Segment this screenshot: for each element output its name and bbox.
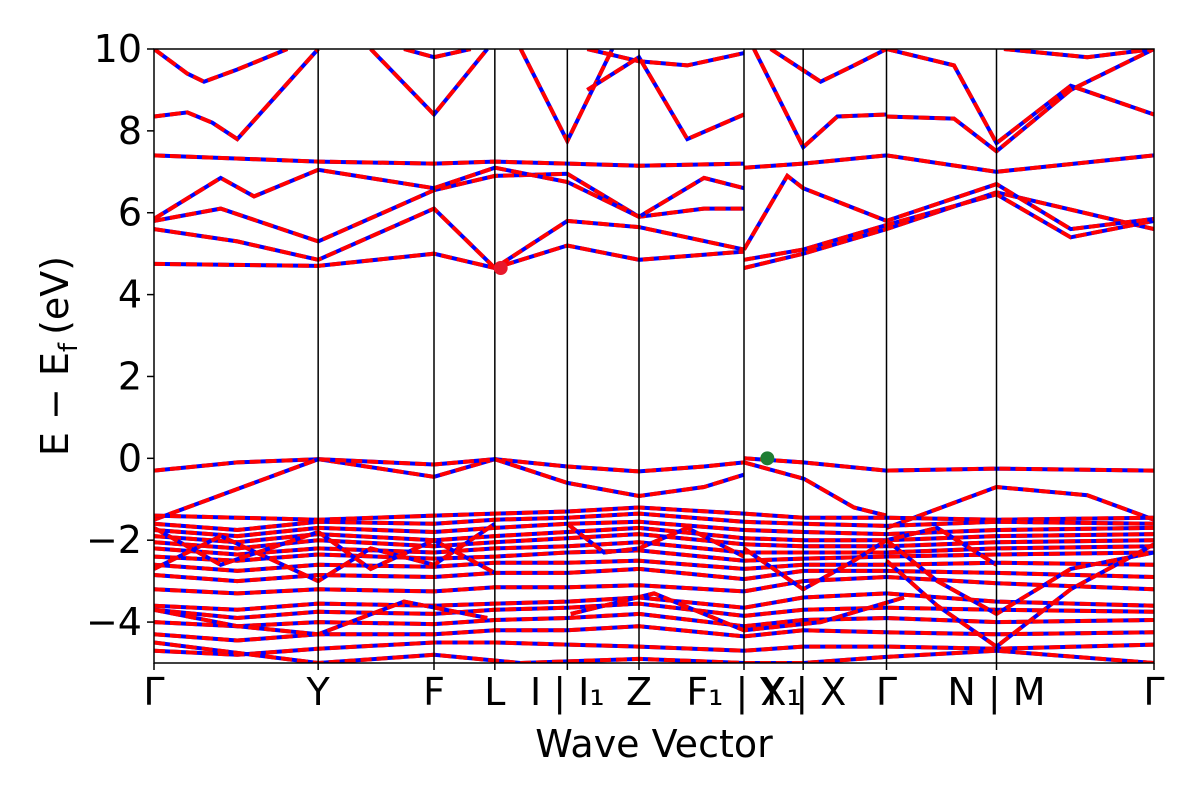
- extrema-markers: [493, 260, 775, 466]
- band-line-overlay: [154, 49, 289, 84]
- band-line: [586, 54, 745, 142]
- band-lines: [154, 49, 1154, 663]
- band-line-overlay: [154, 522, 496, 584]
- band-line-overlay: [154, 165, 745, 221]
- band-line-overlay: [154, 558, 1154, 573]
- x-tick-label: N | M: [947, 670, 1045, 715]
- band-line-overlay: [154, 526, 496, 575]
- band-line: [743, 456, 1154, 473]
- band-line-overlay: [154, 548, 1154, 563]
- y-axis-label: E − Ef (eV): [33, 256, 84, 456]
- marker-cbm: [493, 260, 508, 275]
- marker-vbm: [760, 451, 775, 466]
- band-line-overlay: [154, 591, 1154, 612]
- band-line: [518, 49, 615, 146]
- band-line-overlay: [885, 542, 1154, 650]
- x-tick-label: I | I₁: [530, 670, 605, 715]
- band-line-overlay: [885, 484, 1154, 530]
- band-line-overlay: [403, 49, 472, 60]
- band-line-overlay: [743, 190, 1154, 270]
- band-line: [369, 49, 489, 118]
- band-line-overlay: [154, 640, 1154, 657]
- band-line-overlay: [154, 206, 745, 271]
- band-line-overlay: [769, 49, 888, 84]
- kpath-divider-lines: [317, 49, 998, 663]
- y-tick-label: 8: [118, 109, 142, 153]
- x-tick-label: Γ: [876, 670, 897, 714]
- band-line-overlay: [154, 611, 1154, 629]
- band-line-overlay: [154, 511, 1154, 533]
- band-line-overlay: [154, 519, 1154, 539]
- band-line-overlay: [154, 457, 745, 522]
- band-line: [743, 153, 1154, 174]
- band-line-overlay: [586, 49, 745, 68]
- band-line-overlay: [369, 49, 489, 118]
- y-tick-label: 0: [118, 436, 142, 480]
- band-line: [743, 190, 1154, 270]
- x-tick-label: Z: [626, 670, 652, 714]
- band-line: [886, 49, 1154, 147]
- band-line-overlay: [154, 574, 1154, 596]
- x-tick-label: F: [423, 670, 445, 714]
- x-tick-label: Γ: [1143, 670, 1164, 714]
- y-tick-label: 10: [94, 27, 142, 71]
- band-line: [154, 165, 745, 221]
- y-axis-label-unit: (eV): [33, 256, 77, 335]
- band-line-overlay: [518, 49, 615, 146]
- x-tick-label: Y | X: [759, 670, 846, 715]
- x-tick-label: L: [484, 670, 505, 714]
- y-axis-label-subscript: f: [54, 342, 84, 352]
- y-tick-label: 6: [118, 191, 142, 235]
- band-line-overlay: [742, 525, 998, 592]
- band-line-overlay: [1003, 49, 1154, 60]
- band-line-overlay: [752, 49, 887, 151]
- band-line-overlay: [154, 540, 1154, 557]
- y-tick-label: 4: [118, 273, 142, 317]
- y-axis-ticks: −4 −2 0 2 4 6 8 10: [86, 27, 154, 644]
- band-line-overlay: [154, 532, 1154, 551]
- band-line-overlay: [743, 456, 1154, 473]
- band-line: [154, 49, 320, 142]
- x-tick-label: Γ: [143, 670, 164, 714]
- band-line-overlay: [154, 505, 1154, 522]
- band-line-overlay: [743, 460, 887, 518]
- y-axis-label-main: E − E: [33, 352, 77, 456]
- x-tick-label: Y: [306, 670, 331, 714]
- band-line-overlay: [154, 153, 745, 168]
- y-tick-label: 2: [118, 354, 142, 398]
- band-line-overlay: [154, 640, 1154, 663]
- band-line-overlay: [743, 153, 1154, 174]
- band-line-overlay: [743, 192, 1154, 262]
- y-tick-label: −2: [86, 518, 142, 562]
- x-axis-label: Wave Vector: [535, 722, 773, 766]
- y-tick-label: −4: [86, 600, 142, 644]
- band-line-overlay: [886, 49, 1154, 147]
- x-tick-label: F₁ | X₁: [686, 670, 801, 715]
- band-line-overlay: [154, 49, 320, 142]
- band-line-overlay: [154, 624, 1154, 643]
- plot-frame: [153, 48, 1155, 664]
